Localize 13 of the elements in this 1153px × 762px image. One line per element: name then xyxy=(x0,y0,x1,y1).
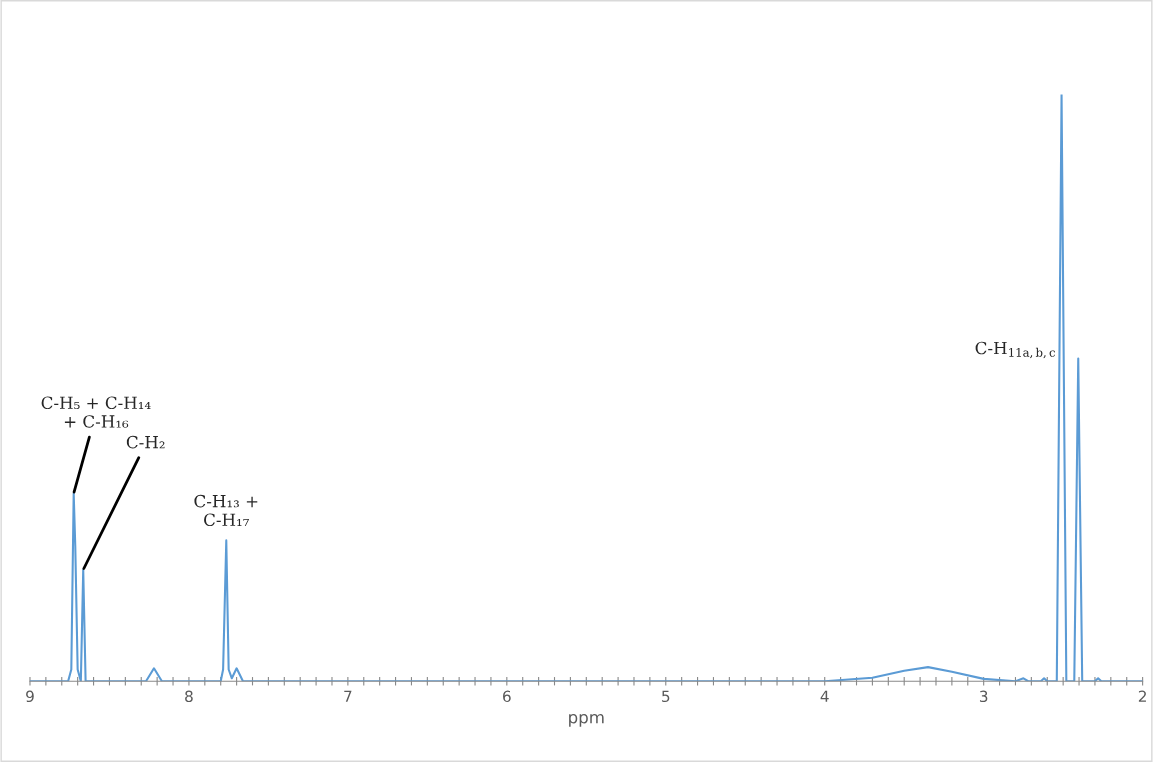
x-tick-label: 2 xyxy=(1138,690,1146,702)
x-tick-label: 5 xyxy=(662,690,670,703)
x-tick-label: 3 xyxy=(979,690,988,703)
x-axis-title: ppm xyxy=(569,713,604,727)
x-tick-label: 6 xyxy=(503,690,511,703)
annotation: C-H₂ xyxy=(126,435,165,449)
x-tick-label: 9 xyxy=(26,690,34,703)
annotation: C-H₁₃ + C-H₁₇ xyxy=(194,494,258,527)
annotation: C-H$_{11a,b,c}$ xyxy=(975,341,1055,359)
x-tick-label: 8 xyxy=(185,690,193,703)
x-tick-label: 7 xyxy=(344,690,352,702)
x-tick-label: 4 xyxy=(820,690,829,702)
annotation: C-H₅ + C-H₁₄ + C-H₁₆ xyxy=(41,396,151,428)
